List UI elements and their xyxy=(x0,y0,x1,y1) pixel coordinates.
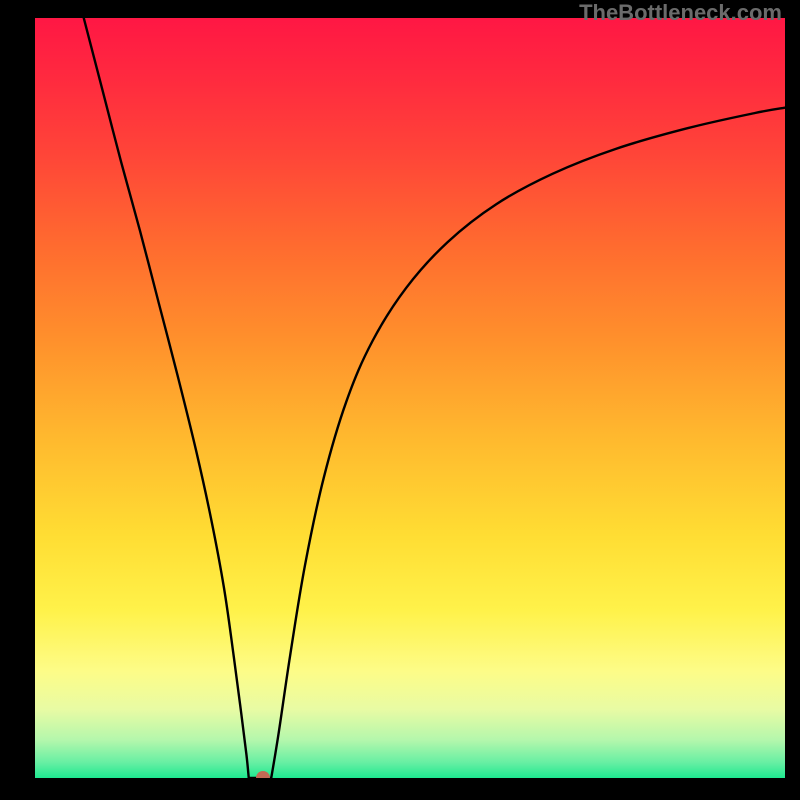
chart-frame: TheBottleneck.com xyxy=(0,0,800,800)
plot-area xyxy=(35,18,785,778)
watermark-text: TheBottleneck.com xyxy=(579,0,782,26)
bottleneck-curve xyxy=(35,18,785,778)
optimum-marker xyxy=(256,771,270,778)
